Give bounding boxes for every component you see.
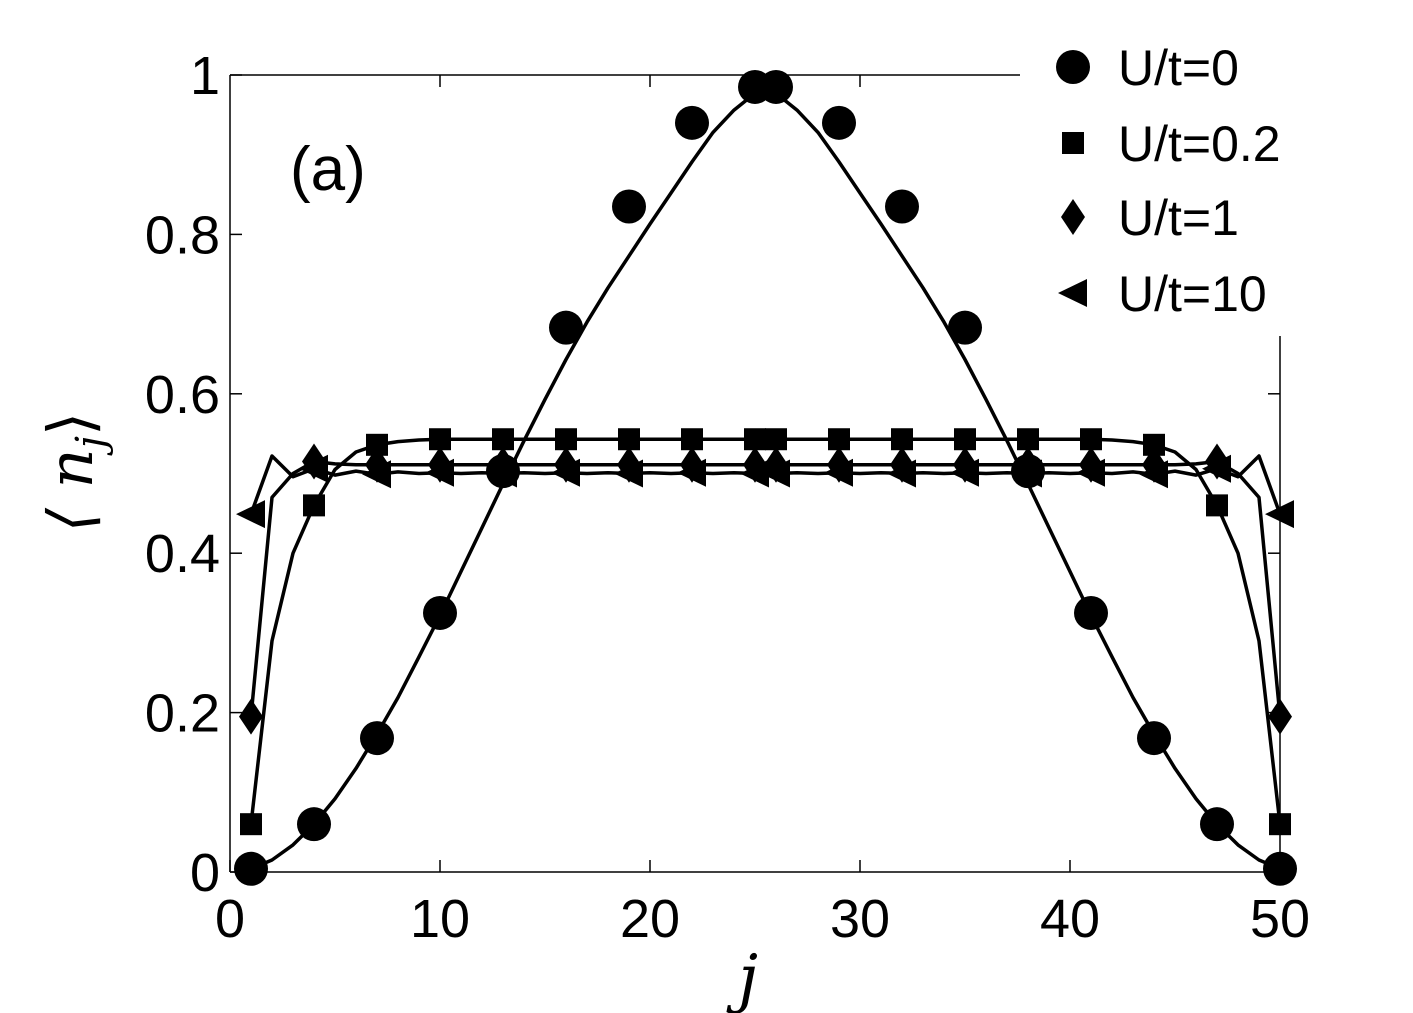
svg-text:⟨ nj⟩: ⟨ nj⟩ xyxy=(34,412,114,532)
data-point xyxy=(1013,459,1042,488)
data-point xyxy=(1265,500,1294,529)
data-point xyxy=(1202,454,1231,483)
x-tick-label: 0 xyxy=(215,889,245,949)
data-point xyxy=(362,460,391,489)
data-point xyxy=(366,433,388,456)
data-point xyxy=(488,459,517,488)
series-markers xyxy=(234,69,1297,886)
data-point xyxy=(303,494,325,517)
y-tick-label: 0 xyxy=(190,843,220,903)
data-point xyxy=(618,428,640,451)
legend-marker xyxy=(1058,279,1087,307)
legend-marker xyxy=(1056,50,1090,84)
data-point xyxy=(1074,595,1108,630)
data-point xyxy=(1137,721,1171,756)
data-point xyxy=(1206,494,1228,517)
data-point xyxy=(1268,698,1292,735)
data-point xyxy=(234,851,268,886)
data-point xyxy=(236,500,265,529)
data-point xyxy=(887,459,916,488)
x-tick-label: 20 xyxy=(620,889,680,949)
legend: U/t=0 U/t=0.2 U/t=1 U/t=10 xyxy=(1022,30,1413,336)
legend-box xyxy=(1022,30,1413,336)
tick-labels: 0 10 20 30 40 50 0 0.2 0.4 0.6 0.8 1 xyxy=(145,46,1310,949)
data-point xyxy=(677,458,706,487)
data-point xyxy=(950,458,979,487)
data-point xyxy=(492,428,514,451)
data-point xyxy=(549,310,583,345)
data-point xyxy=(425,458,454,487)
y-axis-label: ⟨ nj⟩ xyxy=(34,412,114,532)
data-point xyxy=(360,721,394,756)
x-tick-label: 40 xyxy=(1040,889,1100,949)
data-point xyxy=(681,428,703,451)
x-tick-label: 30 xyxy=(830,889,890,949)
data-point xyxy=(759,69,793,104)
data-point xyxy=(429,428,451,451)
data-point xyxy=(1269,813,1291,836)
data-point xyxy=(1143,433,1165,456)
x-tick-label: 50 xyxy=(1250,889,1310,949)
data-point xyxy=(1076,458,1105,487)
data-point xyxy=(551,458,580,487)
panel-label: (a) xyxy=(290,135,366,204)
data-point xyxy=(423,595,457,630)
data-point xyxy=(614,459,643,488)
data-point xyxy=(1263,851,1297,886)
legend-marker xyxy=(1061,199,1085,235)
data-point xyxy=(885,189,919,224)
data-point xyxy=(1200,807,1234,842)
data-point xyxy=(824,458,853,487)
data-point xyxy=(612,189,646,224)
data-point xyxy=(948,310,982,345)
data-point xyxy=(761,459,790,488)
y-tick-label: 1 xyxy=(190,46,220,106)
legend-label: U/t=1 xyxy=(1118,190,1239,246)
data-point xyxy=(299,454,328,483)
y-tick-label: 0.6 xyxy=(145,365,220,425)
data-point xyxy=(239,698,263,735)
legend-label: U/t=0 xyxy=(1118,40,1239,96)
y-tick-label: 0.2 xyxy=(145,684,220,744)
data-point xyxy=(828,428,850,451)
data-point xyxy=(240,813,262,836)
data-point xyxy=(891,428,913,451)
data-point xyxy=(740,459,769,488)
y-tick-label: 0.8 xyxy=(145,205,220,265)
legend-label: U/t=0.2 xyxy=(1118,116,1281,172)
data-point xyxy=(1080,428,1102,451)
x-tick-label: 10 xyxy=(410,889,470,949)
data-point xyxy=(1017,428,1039,451)
legend-label: U/t=10 xyxy=(1118,266,1267,322)
data-point xyxy=(954,428,976,451)
data-point xyxy=(675,105,709,140)
data-point xyxy=(822,105,856,140)
axes-frame xyxy=(229,74,1281,873)
y-axis-label-main: ⟨ n xyxy=(34,448,107,532)
legend-marker xyxy=(1062,132,1084,154)
data-point xyxy=(744,428,766,451)
data-point xyxy=(555,428,577,451)
data-point xyxy=(1139,460,1168,489)
y-axis-label-close: ⟩ xyxy=(34,412,107,436)
data-point xyxy=(297,807,331,842)
y-tick-label: 0.4 xyxy=(145,524,220,584)
data-point xyxy=(765,428,787,451)
